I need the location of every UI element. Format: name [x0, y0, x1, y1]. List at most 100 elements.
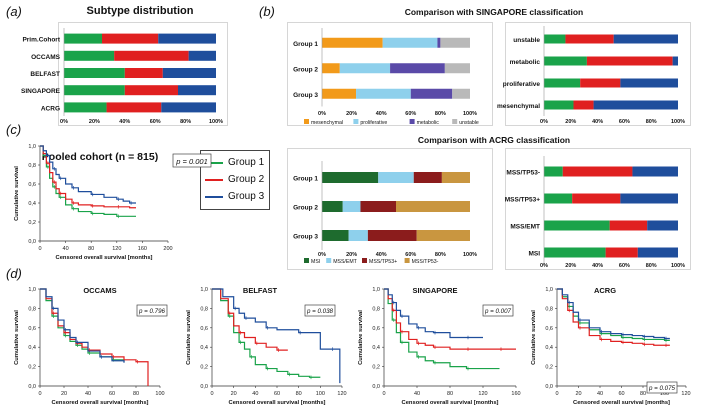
y-tick-label: 0,2 — [372, 365, 380, 371]
y-tick-label: 0,6 — [28, 326, 36, 332]
legend-label: metabolic — [417, 120, 440, 126]
bar-segment — [544, 34, 566, 44]
chart-title: SINGAPORE — [412, 286, 457, 295]
x-tick-label: 20 — [575, 391, 581, 397]
y-tick-label: 0,4 — [28, 345, 36, 351]
y-tick-label: 0,8 — [28, 163, 36, 169]
bar-segment — [565, 34, 614, 44]
bar-segment — [64, 50, 115, 61]
x-tick-label: 120 — [337, 391, 346, 397]
y-tick-label: 0,6 — [372, 326, 380, 332]
p-value-label: p = 0.001 — [175, 157, 208, 166]
legend-swatch — [304, 119, 309, 124]
bar-segment — [544, 100, 574, 110]
legend-swatch — [362, 258, 367, 263]
x-tick-label: 100 — [660, 391, 669, 397]
p-value-box — [646, 381, 678, 394]
legend-item: Group 2 — [205, 171, 265, 188]
y-tick-label: 0,2 — [545, 365, 553, 371]
legend-label: Group 3 — [228, 191, 265, 202]
y-tick-label: 0,0 — [28, 239, 36, 245]
x-tick-label: 120 — [478, 391, 487, 397]
panel-label-b: (b) — [259, 4, 275, 19]
p-value-box — [172, 153, 212, 168]
x-tick-label: 80 — [640, 391, 646, 397]
legend-swatch — [304, 258, 309, 263]
x-tick-label: 100% — [209, 119, 223, 125]
legend-item: Group 3 — [205, 188, 265, 205]
x-tick-label: 100% — [463, 111, 477, 117]
x-tick-label: 120 — [112, 246, 121, 252]
bar-segment — [572, 193, 621, 204]
survival-curve — [212, 288, 288, 351]
chart-title: Pooled cohort (n = 815) — [42, 151, 158, 163]
y-tick-label: 0,6 — [200, 326, 208, 332]
p-value-label: p = 0.038 — [306, 308, 334, 315]
legend-label: MSS/EMT — [333, 259, 357, 265]
bar-segment — [586, 56, 673, 66]
legend-swatch — [409, 119, 415, 124]
x-tick-label: 80 — [447, 391, 453, 397]
x-tick-label: 20% — [346, 252, 357, 258]
km-legend: Group 1 Group 2 Group 3 — [200, 150, 270, 210]
y-tick-label: 0,0 — [372, 384, 380, 390]
bar-segment — [322, 230, 349, 241]
bar-segment — [609, 220, 648, 231]
y-axis-label: Cumulative survival — [14, 166, 20, 221]
x-tick-label: 60 — [109, 391, 115, 397]
bar-segment — [64, 85, 125, 96]
legend-swatch — [353, 119, 359, 124]
category-label: Prim.Cohort — [22, 37, 60, 44]
x-tick-label: 40% — [592, 119, 603, 125]
category-label: unstable — [513, 37, 540, 44]
y-tick-label: 0,0 — [200, 384, 208, 390]
x-tick-label: 160 — [511, 391, 520, 397]
bar-segment — [124, 85, 178, 96]
x-tick-label: 100% — [671, 119, 685, 125]
y-axis-label: Cumulative survival — [531, 310, 537, 365]
x-tick-label: 0% — [318, 111, 326, 117]
p-value-label: p = 0.007 — [484, 308, 512, 315]
legend-label: proliferative — [360, 120, 387, 126]
x-tick-label: 100% — [671, 263, 685, 269]
bar-segment — [322, 37, 383, 48]
y-tick-label: 1,0 — [28, 144, 36, 150]
bar-segment — [441, 172, 470, 183]
survival-curve — [384, 288, 500, 370]
bar-segment — [452, 88, 470, 99]
bar-segment — [322, 172, 379, 183]
category-label: MSS/TP53- — [506, 170, 540, 177]
x-tick-label: 60% — [405, 252, 416, 258]
bar-segment — [378, 172, 414, 183]
bar-segment — [64, 68, 125, 78]
category-label: SINGAPORE — [21, 88, 61, 95]
y-tick-label: 0,6 — [28, 182, 36, 188]
bar-segment — [158, 33, 216, 44]
bar-segment — [544, 78, 581, 88]
survival-curve — [212, 288, 341, 384]
p-value-label: p = 0.796 — [138, 308, 166, 315]
bar-segment — [620, 193, 678, 204]
category-label: Group 3 — [293, 234, 318, 241]
x-tick-label: 20 — [61, 391, 67, 397]
y-tick-label: 0,0 — [28, 384, 36, 390]
x-tick-label: 20 — [231, 391, 237, 397]
bar-segment — [544, 247, 606, 258]
category-label: metabolic — [510, 59, 541, 66]
bar-segment — [413, 172, 442, 183]
legend-swatch — [205, 178, 223, 181]
bar-segment — [573, 100, 594, 110]
bar-segment — [102, 33, 159, 44]
bar-segment — [593, 100, 678, 110]
x-tick-label: 60% — [619, 119, 630, 125]
y-tick-label: 1,0 — [372, 287, 380, 293]
legend-label: MSS/TP53- — [412, 259, 439, 265]
bar-segment — [360, 201, 396, 212]
y-tick-label: 0,6 — [545, 326, 553, 332]
x-tick-label: 0% — [318, 252, 326, 258]
bar-segment — [580, 78, 621, 88]
bar-segment — [444, 63, 470, 74]
survival-curve — [557, 288, 670, 342]
bar-segment — [322, 201, 343, 212]
